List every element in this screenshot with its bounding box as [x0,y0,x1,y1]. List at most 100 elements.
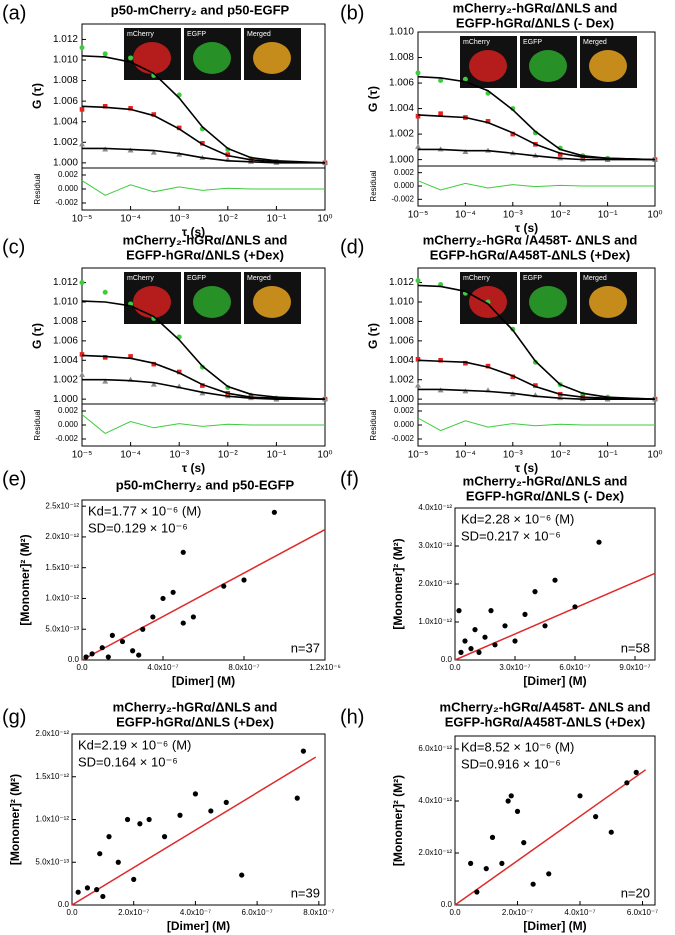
residual-trace [417,417,655,432]
data-point [79,141,85,147]
residual-trace [81,180,325,196]
data-point [79,371,85,377]
panel-label: (b) [340,2,364,24]
data-point [415,113,421,119]
y-tick-label: 1.000 [53,394,78,405]
data-point [79,280,85,286]
data-point [514,808,521,815]
y-tick-label: 1.000 [53,157,78,168]
y-tick-label: 1.008 [389,52,414,63]
x-tick-label: 10⁰ [647,450,662,461]
data-point [462,76,468,82]
plot-frame [81,499,326,661]
y-tick-label: 1.004 [53,116,78,127]
chart-title: EGFP-hGRα/A458T-ΔNLS (+Dex) [430,247,630,262]
data-point [502,623,508,629]
residual-tick-label: -0.002 [391,434,414,443]
y-tick-label: 1.010 [53,297,78,308]
y-axis-label: G (τ) [366,323,380,349]
inset-cell [529,50,567,82]
x-tick-label: 4.0x10⁻⁷ [564,908,595,917]
annotation: Kd=8.52 × 10⁻⁶ (M) [461,739,574,754]
data-point [499,860,505,867]
inset-label: Merged [583,275,607,282]
data-point [119,638,126,645]
panel-label: (a) [2,2,26,24]
x-tick-label: 10⁻⁴ [120,214,141,225]
data-point [128,106,133,111]
x-tick-label: 10⁻¹ [267,450,287,461]
data-point [176,125,182,131]
inset-cell [589,286,627,318]
data-point [415,278,421,284]
plot-frame [417,267,656,447]
data-point [223,799,229,806]
y-tick-label: 5.0x10⁻¹³ [45,624,79,633]
y-tick-label: 1.006 [389,78,414,89]
x-tick-label: 9.0x10⁻⁷ [619,663,650,672]
x-tick-label: 10⁰ [647,210,662,221]
y-tick-label: 2.5x10⁻¹² [45,501,79,510]
data-point [99,645,105,651]
data-point [102,355,108,360]
data-point [577,793,583,799]
chart-title: mCherry₂-hGRα/ΔNLS and [453,0,618,15]
data-point [161,834,168,840]
inset-cell [469,50,507,82]
y-tick-label: 1.0x10⁻¹² [35,815,69,824]
chart-title: mCherry₂-hGRα/ΔNLS and [463,473,628,488]
data-point [115,859,121,865]
fit-curve [81,300,326,400]
residual-tick-label: -0.002 [391,194,414,203]
data-point [137,821,143,827]
annotation: Kd=2.28 × 10⁻⁶ (M) [461,511,574,526]
data-point [221,583,227,589]
data-point [83,654,89,660]
y-tick-label: 6.0x10⁻¹² [418,744,452,753]
chart-title: EGFP-hGRα/ΔNLS (+Dex) [126,247,284,262]
y-tick-label: 1.0x10⁻¹² [45,594,79,603]
residual-label: Residual [33,173,42,204]
data-point [532,589,538,595]
y-tick-label: 0.0 [441,655,453,664]
data-point [102,103,108,109]
data-point [542,623,548,629]
y-tick-label: 4.0x10⁻¹² [418,796,452,805]
sample-size: n=37 [291,640,320,655]
annotation: Kd=1.77 × 10⁻⁶ (M) [88,503,201,518]
data-point [530,881,536,887]
y-tick-label: 5.0x10⁻¹³ [35,857,69,866]
y-tick-label: 1.5x10⁻¹² [35,772,69,781]
y-tick-label: 0.0 [68,655,80,664]
data-point [474,889,480,895]
data-point [180,620,186,626]
data-point [151,361,157,367]
plot-frame [454,735,656,906]
fit-curve [81,105,326,164]
data-point [225,152,231,157]
data-point [128,354,133,359]
data-point [79,352,85,357]
panel-label: (c) [2,236,25,258]
residual-tick-label: 0.002 [58,406,79,415]
data-point [200,383,205,388]
x-tick-label: 10⁻⁴ [120,450,141,461]
y-tick-label: 1.010 [389,297,414,308]
data-point [476,649,482,656]
data-point [75,889,81,895]
data-point [472,627,478,633]
fit-curve [418,148,655,161]
data-point [522,611,528,618]
fit-curve [417,114,656,161]
inset-cell [193,42,231,74]
y-tick-label: 0.0 [58,900,70,909]
data-point [438,357,443,363]
y-tick-label: 1.012 [389,277,414,288]
sample-size: n=39 [291,885,320,900]
residual-trace [417,180,655,191]
data-point [150,381,157,387]
x-tick-label: 10⁻² [550,450,570,461]
x-tick-label: 10⁻² [550,210,570,221]
y-tick-label: 1.000 [389,154,414,165]
